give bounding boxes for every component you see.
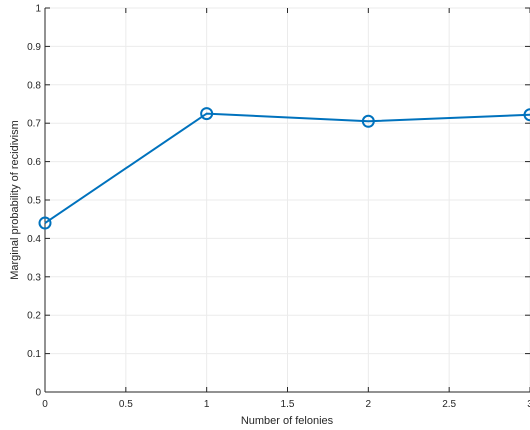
y-tick-label: 0.8: [27, 80, 41, 91]
y-tick-label: 0.3: [27, 272, 41, 283]
y-tick-label: 0.1: [27, 349, 41, 360]
y-tick-label: 0.5: [27, 196, 41, 207]
x-tick-label: 1.5: [281, 399, 295, 410]
data-point-marker: [200, 107, 214, 121]
ticks: 0 0.5 1 1.5 2 2.5 3 0 0.1 0.2 0.3 0.4 0.5 0.6 0.7 0.8 0.…: [27, 4, 530, 410]
x-tick-label: 3: [527, 399, 530, 410]
data-point-marker: [38, 216, 52, 230]
y-tick-label: 0.7: [27, 119, 41, 130]
x-tick-label: 1: [204, 399, 210, 410]
y-tick-label: 0: [35, 388, 41, 399]
x-tick-label: 0.5: [119, 399, 133, 410]
y-tick-label: 0.2: [27, 311, 41, 322]
y-tick-label: 0.9: [27, 42, 41, 53]
x-axis-title: Number of felonies: [241, 415, 334, 427]
x-tick-label: 2.5: [442, 399, 456, 410]
y-tick-label: 1: [35, 4, 41, 15]
series-line: [44, 112, 530, 224]
x-tick-label: 0: [42, 399, 48, 410]
y-tick-label: 0.4: [27, 234, 41, 245]
y-tick-label: 0.6: [27, 157, 41, 168]
y-axis-title: Marginal probability of recidivism: [9, 120, 21, 280]
x-tick-label: 2: [366, 399, 372, 410]
data-point-marker: [523, 108, 530, 122]
data-point-marker: [361, 114, 375, 128]
grid: [44, 7, 530, 393]
series: [38, 107, 530, 230]
